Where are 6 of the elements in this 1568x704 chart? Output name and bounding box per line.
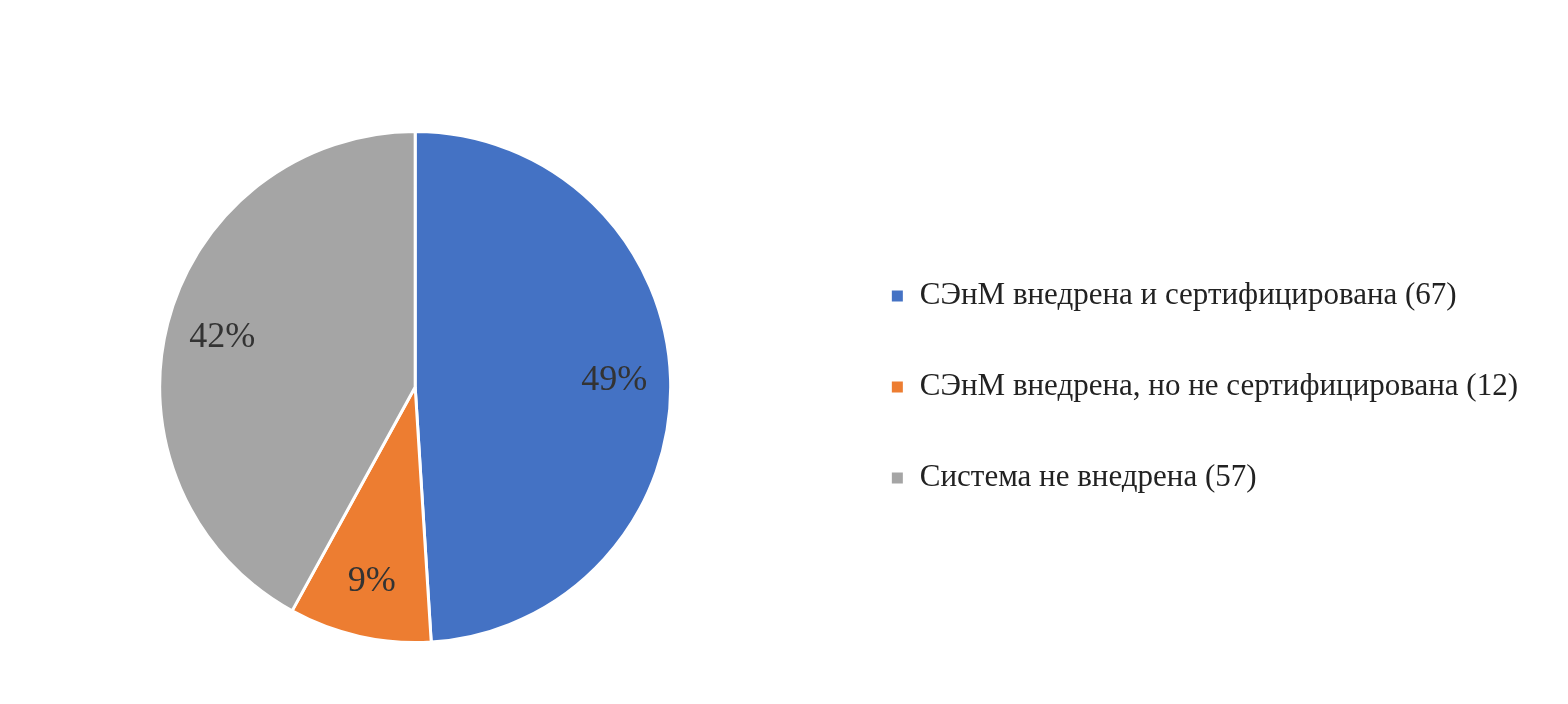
legend-label: СЭнМ внедрена, но не сертифицирована (12) <box>919 367 1519 403</box>
data-label: 9% <box>347 558 396 599</box>
data-label: 49% <box>581 358 648 399</box>
data-label: 42% <box>189 314 256 355</box>
legend-label: Система не внедрена (57) <box>919 458 1257 494</box>
legend-label: СЭнМ внедрена и сертифицирована (67) <box>919 276 1457 312</box>
